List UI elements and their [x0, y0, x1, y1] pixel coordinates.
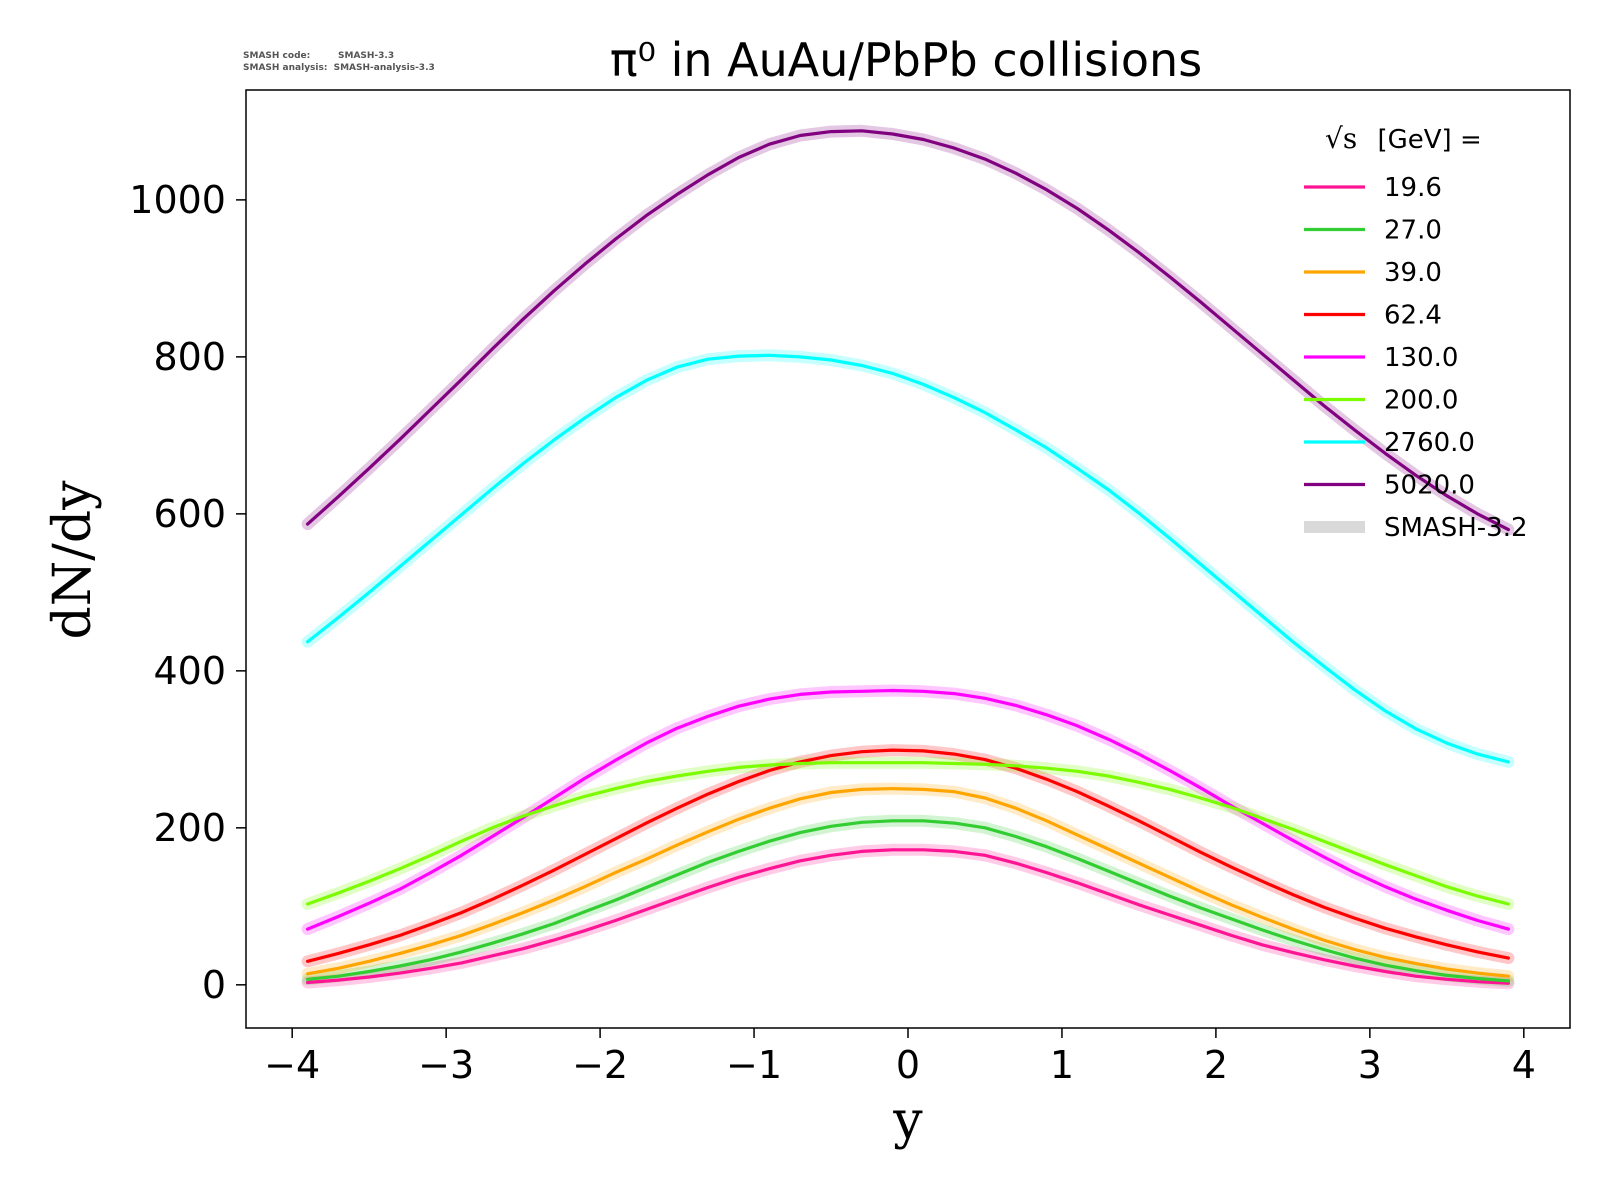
lines-layer	[306, 129, 1511, 985]
legend-label-band: SMASH-3.2	[1384, 513, 1528, 543]
y-tick-label: 200	[153, 806, 226, 850]
x-tick-label: −1	[726, 1043, 782, 1087]
plot-area	[245, 89, 1571, 1029]
series-line-2760.0	[306, 353, 1511, 764]
bands-layer	[301, 124, 1515, 990]
smash-code-note: SMASH code: SMASH-3.3	[243, 51, 394, 61]
band-19.6	[301, 843, 1515, 990]
y-tick-label: 0	[202, 963, 226, 1007]
legend-label-62.4: 62.4	[1384, 301, 1442, 331]
y-axis: 0 200 400 600 800 1000	[129, 178, 246, 1007]
x-tick-label: −3	[418, 1043, 474, 1087]
x-tick-label: 2	[1204, 1043, 1228, 1087]
legend: √s [GeV] = 19.6 27.0 39.0 62.4 130.0 200.0 276…	[1304, 122, 1528, 543]
series-line-27.0	[306, 819, 1511, 983]
plot-frame	[245, 89, 1571, 1029]
x-tick-label: 1	[1050, 1043, 1074, 1087]
series-line-130.0	[306, 688, 1511, 931]
legend-label-39.0: 39.0	[1384, 258, 1442, 288]
x-tick-label: 0	[896, 1043, 920, 1087]
legend-label-27.0: 27.0	[1384, 216, 1442, 246]
y-tick-label: 400	[153, 649, 226, 693]
y-tick-label: 1000	[129, 178, 226, 222]
band-130.0	[301, 684, 1515, 936]
series-line-19.6	[306, 848, 1511, 985]
legend-title: √s [GeV] =	[1325, 122, 1482, 155]
legend-label-2760.0: 2760.0	[1384, 428, 1475, 458]
legend-label-200.0: 200.0	[1384, 386, 1458, 416]
x-axis-label: y	[892, 1091, 923, 1151]
series-line-39.0	[306, 786, 1511, 978]
series-line-5020.0	[306, 129, 1511, 532]
x-tick-label: 3	[1358, 1043, 1382, 1087]
band-5020.0	[301, 124, 1515, 536]
y-tick-label: 800	[153, 335, 226, 379]
legend-title-text: [GeV] =	[1377, 125, 1481, 155]
x-tick-label: −2	[572, 1043, 628, 1087]
legend-title-symbol: √s	[1325, 122, 1357, 155]
series-line-62.4	[306, 748, 1511, 963]
x-tick-label: −4	[264, 1043, 320, 1087]
series-line-200.0	[306, 761, 1511, 906]
x-tick-label: 4	[1512, 1043, 1536, 1087]
legend-label-130.0: 130.0	[1384, 343, 1458, 373]
x-axis: −4 −3 −2 −1 0 1 2 3 4	[264, 1028, 1536, 1087]
legend-label-5020.0: 5020.0	[1384, 471, 1475, 501]
y-axis-label: dN/dy	[43, 480, 103, 640]
chart-title: π⁰ in AuAu/PbPb collisions	[610, 33, 1202, 87]
legend-label-19.6: 19.6	[1384, 173, 1442, 203]
smash-analysis-note: SMASH analysis: SMASH-analysis-3.3	[243, 63, 435, 73]
y-tick-label: 600	[153, 492, 226, 536]
